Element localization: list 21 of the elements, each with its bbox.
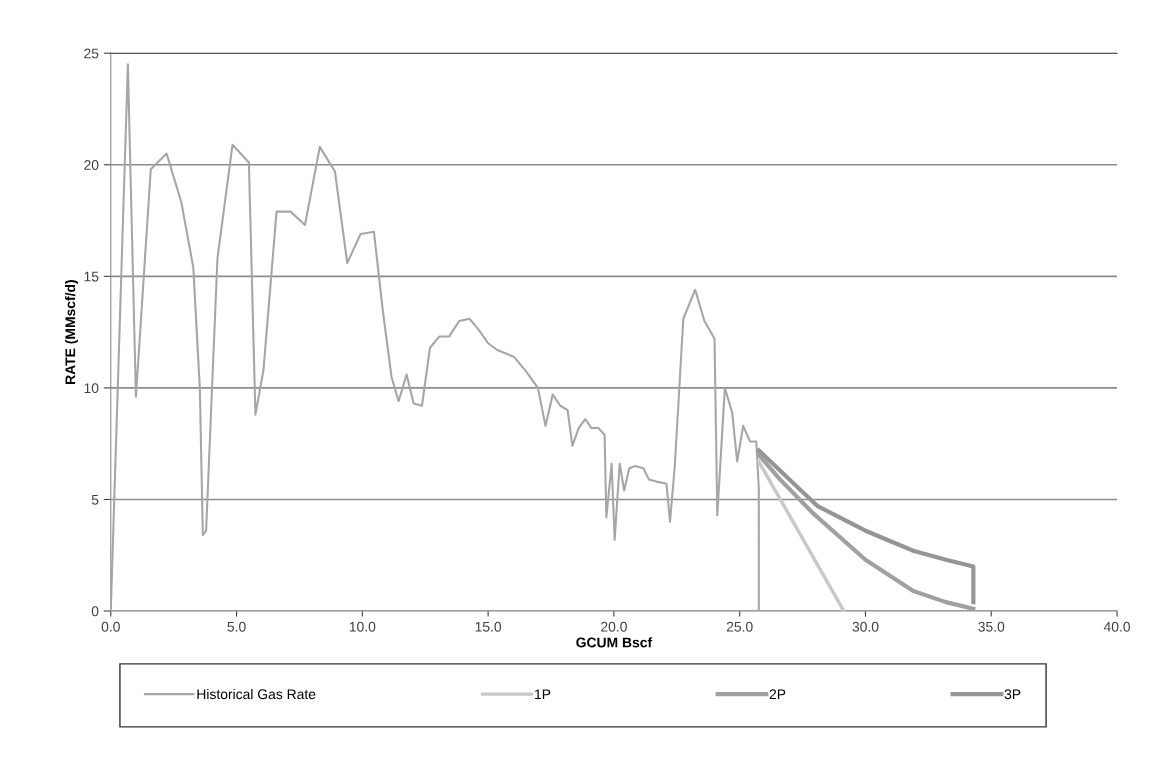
- y-tick-label: 5: [91, 494, 99, 505]
- y-tick-label: 25: [84, 48, 99, 59]
- x-tick-label: 30.0: [852, 621, 879, 632]
- x-tick-label: 25.0: [726, 621, 753, 632]
- y-axis-title: RATE (MMscf/d): [65, 280, 78, 384]
- x-tick-label: 40.0: [1103, 621, 1130, 632]
- y-tick-label: 10: [84, 383, 99, 394]
- y-tick-label: 0: [91, 606, 99, 617]
- legend-label: 2P: [769, 689, 786, 699]
- legend-label: 3P: [1004, 689, 1021, 700]
- y-tick-label: 20: [84, 160, 99, 170]
- x-axis-title: GCUM Bscf: [576, 637, 653, 648]
- x-tick-label: 15.0: [475, 621, 502, 632]
- legend-label: Historical Gas Rate: [197, 688, 316, 700]
- x-tick-label: 5.0: [227, 621, 246, 632]
- y-tick-label: 15: [84, 271, 99, 282]
- legend-label: 1P: [535, 689, 551, 699]
- x-tick-label: 0.0: [101, 621, 120, 632]
- x-tick-label: 10.0: [349, 621, 376, 632]
- x-tick-label: 35.0: [978, 621, 1005, 632]
- x-tick-label: 20.0: [601, 621, 627, 632]
